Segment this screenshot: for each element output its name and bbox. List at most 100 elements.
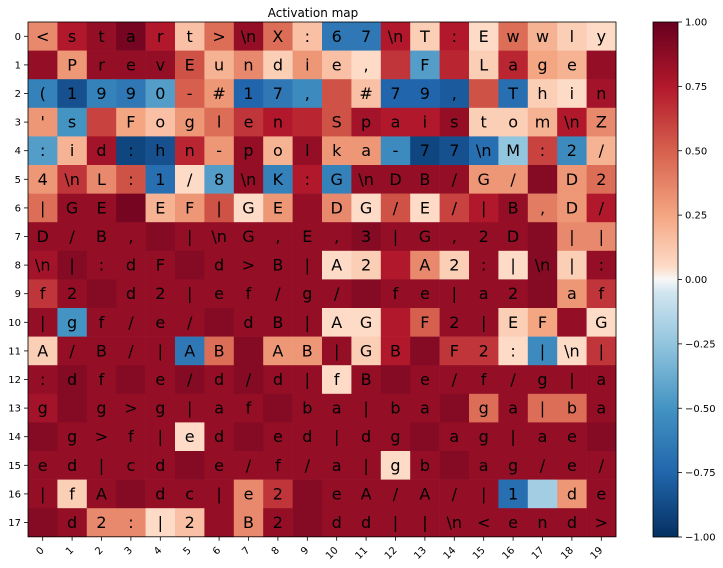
heatmap-cell: [233, 308, 264, 337]
x-tick-label: 8: [270, 545, 282, 557]
heatmap-cell: [586, 308, 617, 337]
heatmap-cell: [439, 107, 470, 137]
cell-label: 2: [96, 513, 106, 532]
heatmap-cell: [527, 22, 558, 51]
cell-label: #: [212, 84, 225, 103]
cell-label: a: [567, 284, 577, 303]
heatmap-cell: [28, 50, 58, 80]
cell-label: E: [96, 198, 106, 217]
heatmap-cell: [380, 250, 411, 280]
heatmap-cell: [380, 508, 411, 538]
heatmap-cell: [57, 107, 88, 137]
cell-label: E: [155, 198, 165, 217]
heatmap-cell: [116, 22, 146, 51]
cell-label: |: [305, 256, 310, 275]
cell-label: a: [508, 399, 518, 418]
heatmap-cell: [28, 222, 58, 252]
cell-label: S: [332, 113, 342, 132]
heatmap-cell: [410, 136, 440, 166]
heatmap-cell: [116, 165, 146, 194]
cell-label: 1: [508, 484, 518, 503]
cell-label: /: [275, 284, 281, 303]
heatmap-cell: [292, 79, 323, 109]
heatmap-cell: [28, 508, 58, 538]
cell-label: a: [479, 456, 489, 475]
heatmap-cell: [86, 365, 117, 395]
heatmap-cell: [527, 136, 558, 166]
heatmap-cell: [586, 508, 617, 538]
cell-label: e: [214, 456, 224, 475]
cell-label: /: [452, 198, 458, 217]
heatmap-cell: [557, 22, 587, 51]
cell-label: p: [243, 141, 253, 160]
heatmap-cell: [145, 336, 176, 366]
heatmap-cell: [351, 193, 382, 223]
cell-label: g: [67, 313, 77, 332]
cell-label: /: [393, 484, 399, 503]
cell-label: |: [393, 227, 398, 246]
heatmap-cell: [204, 136, 235, 166]
heatmap-cell: [292, 250, 323, 280]
heatmap-cell: [469, 250, 499, 280]
cell-label: B: [361, 370, 372, 389]
cell-label: i: [70, 141, 74, 160]
heatmap-cell: [557, 279, 587, 309]
cell-label: 2: [449, 256, 459, 275]
heatmap-cell: [175, 136, 205, 166]
heatmap-cell: [263, 79, 293, 109]
cell-label: E: [508, 313, 518, 332]
cell-label: ,: [540, 198, 545, 217]
heatmap-cell: [57, 79, 88, 109]
heatmap-cell: [145, 222, 176, 252]
cell-label: n: [596, 84, 606, 103]
cell-label: /: [69, 227, 75, 246]
cell-label: -: [393, 141, 399, 160]
cell-label: e: [567, 427, 577, 446]
heatmap-cell: [292, 279, 323, 309]
cell-label: :: [305, 170, 310, 189]
heatmap-cell: [28, 136, 58, 166]
cell-label: a: [361, 141, 371, 160]
heatmap-cell: [292, 451, 323, 480]
heatmap-cell: [586, 136, 617, 166]
cell-label: <: [477, 513, 490, 532]
heatmap-cell: [322, 250, 352, 280]
cell-label: d: [273, 55, 283, 74]
heatmap-cell: [586, 279, 617, 309]
heatmap-cell: [351, 222, 382, 252]
x-tick-label: 1: [64, 545, 76, 557]
heatmap-cell: [175, 479, 205, 509]
cell-label: n: [243, 55, 253, 74]
cell-label: 7: [361, 27, 371, 46]
heatmap-cell: [57, 279, 88, 309]
heatmap-cell: [322, 79, 352, 109]
cell-label: i: [305, 55, 309, 74]
cell-label: >: [95, 427, 108, 446]
cell-label: E: [302, 227, 312, 246]
heatmap-cell: [263, 336, 293, 366]
cell-label: |: [599, 227, 604, 246]
colorbar-gradient: [652, 21, 679, 538]
cell-label: B: [272, 313, 283, 332]
heatmap-cell: [86, 50, 117, 80]
heatmap-cell: [263, 308, 293, 337]
cell-label: d: [67, 513, 77, 532]
cell-label: f: [246, 399, 252, 418]
cell-label: A: [419, 484, 430, 503]
cell-label: \n: [564, 341, 580, 360]
heatmap-cell: [233, 422, 264, 452]
cell-label: |: [334, 341, 339, 360]
heatmap-cell: [204, 451, 235, 480]
y-tick-label: 15: [8, 461, 21, 472]
heatmap-cell: [292, 422, 323, 452]
cell-label: e: [420, 284, 430, 303]
heatmap-cell: [204, 22, 235, 51]
cell-label: |: [187, 399, 192, 418]
cell-label: d: [126, 284, 136, 303]
heatmap-cell: [263, 365, 293, 395]
heatmap-cell: [145, 250, 176, 280]
heatmap-cell: [145, 365, 176, 395]
cell-label: >: [212, 27, 225, 46]
cell-label: >: [124, 399, 137, 418]
heatmap-cell: [410, 107, 440, 137]
